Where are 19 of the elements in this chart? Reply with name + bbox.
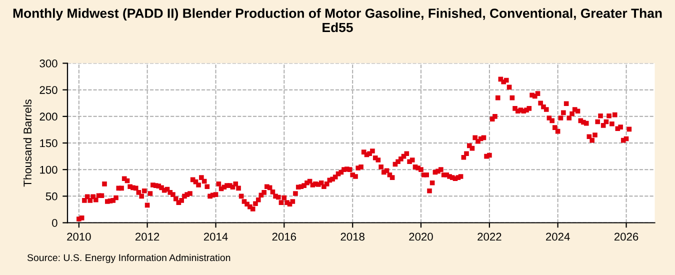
y-tick-label: 50 — [46, 192, 58, 200]
y-tick-label: 0 — [52, 219, 58, 227]
x-tick-label: 2016 — [272, 232, 296, 241]
y-axis-title: Thousand Barrels — [23, 100, 32, 187]
source-note: Source: U.S. Energy Information Administration — [27, 254, 230, 264]
y-tick-label: 300 — [40, 60, 58, 68]
x-tick-label: 2010 — [67, 232, 91, 241]
x-tick-label: 2014 — [204, 232, 228, 241]
y-tick-label: 250 — [40, 86, 58, 94]
y-tick-label: 150 — [40, 139, 58, 148]
x-tick-label: 2024 — [546, 232, 570, 241]
x-tick-label: 2018 — [340, 232, 364, 241]
y-tick-label: 100 — [40, 166, 58, 174]
x-tick-label: 2026 — [614, 232, 638, 241]
y-tick-label: 200 — [40, 112, 58, 121]
x-tick-label: 2020 — [409, 232, 433, 241]
chart-title: Monthly Midwest (PADD II) Blender Production of Motor Gasoline, Finished, Conventional, Greater Than Ed55 — [13, 8, 662, 32]
x-tick-label: 2012 — [136, 232, 160, 241]
x-tick-label: 2022 — [478, 232, 502, 241]
